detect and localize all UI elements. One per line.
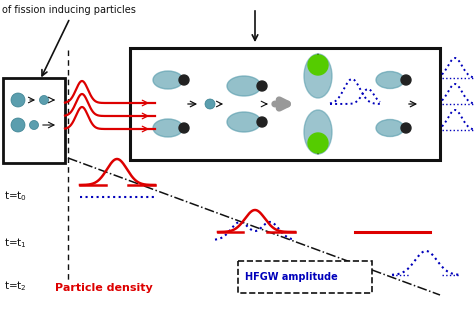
Text: of fission inducing particles: of fission inducing particles [2, 5, 136, 15]
Text: t=t$_2$: t=t$_2$ [4, 279, 27, 293]
Ellipse shape [304, 54, 332, 98]
Circle shape [179, 75, 189, 85]
FancyBboxPatch shape [238, 261, 372, 293]
Ellipse shape [227, 112, 261, 132]
Circle shape [39, 95, 48, 104]
Circle shape [257, 81, 267, 91]
Bar [3, 78, 65, 163]
Bar [130, 48, 440, 160]
Text: t=t$_1$: t=t$_1$ [4, 236, 27, 250]
Circle shape [308, 133, 328, 153]
Circle shape [308, 55, 328, 75]
Circle shape [179, 123, 189, 133]
Text: HFGW amplitude: HFGW amplitude [245, 272, 338, 282]
Text: t=t$_0$: t=t$_0$ [4, 189, 27, 203]
Circle shape [401, 123, 411, 133]
Circle shape [257, 117, 267, 127]
Ellipse shape [376, 72, 404, 89]
Ellipse shape [227, 76, 261, 96]
Circle shape [401, 75, 411, 85]
Circle shape [29, 120, 38, 129]
Ellipse shape [153, 119, 183, 137]
Ellipse shape [153, 71, 183, 89]
Text: Particle density: Particle density [55, 283, 153, 293]
Circle shape [205, 99, 215, 109]
Ellipse shape [304, 110, 332, 154]
Ellipse shape [376, 119, 404, 137]
Circle shape [11, 118, 25, 132]
Circle shape [11, 93, 25, 107]
